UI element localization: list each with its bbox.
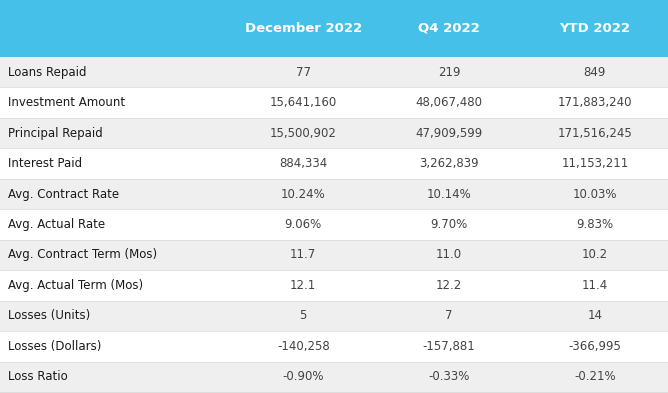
Bar [0,57,668,87]
Text: Losses (Units): Losses (Units) [8,309,90,322]
Text: 9.06%: 9.06% [285,218,322,231]
Text: Interest Paid: Interest Paid [8,157,82,170]
Text: 171,883,240: 171,883,240 [558,96,632,109]
Text: 12.2: 12.2 [436,279,462,292]
Bar [0,148,668,179]
Text: -140,258: -140,258 [277,340,329,353]
Bar [0,331,668,362]
Text: Avg. Actual Term (Mos): Avg. Actual Term (Mos) [8,279,143,292]
Text: 14: 14 [587,309,603,322]
Text: 9.83%: 9.83% [576,218,613,231]
Text: 11.7: 11.7 [290,248,317,261]
Text: 171,516,245: 171,516,245 [558,127,632,140]
Text: Investment Amount: Investment Amount [8,96,125,109]
Text: 11.4: 11.4 [582,279,608,292]
Bar [0,240,668,270]
Bar [0,179,668,209]
Text: 77: 77 [296,66,311,79]
Bar [0,0,668,57]
Text: -0.90%: -0.90% [283,370,324,383]
Text: December 2022: December 2022 [244,22,362,35]
Text: 48,067,480: 48,067,480 [415,96,482,109]
Text: 884,334: 884,334 [279,157,327,170]
Text: 12.1: 12.1 [290,279,317,292]
Text: 3,262,839: 3,262,839 [419,157,479,170]
Bar [0,209,668,240]
Text: 10.2: 10.2 [582,248,608,261]
Text: -0.33%: -0.33% [428,370,470,383]
Text: 11.0: 11.0 [436,248,462,261]
Bar [0,301,668,331]
Bar [0,88,668,118]
Text: -0.21%: -0.21% [574,370,616,383]
Text: 9.70%: 9.70% [430,218,468,231]
Text: 11,153,211: 11,153,211 [561,157,629,170]
Text: YTD 2022: YTD 2022 [559,22,631,35]
Bar [0,118,668,148]
Text: Principal Repaid: Principal Repaid [8,127,103,140]
Text: 15,641,160: 15,641,160 [270,96,337,109]
Text: 849: 849 [584,66,606,79]
Text: Avg. Contract Rate: Avg. Contract Rate [8,187,119,200]
Text: Losses (Dollars): Losses (Dollars) [8,340,102,353]
Bar [0,270,668,301]
Text: 10.14%: 10.14% [427,187,471,200]
Text: Q4 2022: Q4 2022 [418,22,480,35]
Text: Loans Repaid: Loans Repaid [8,66,87,79]
Text: 10.24%: 10.24% [281,187,325,200]
Text: -366,995: -366,995 [568,340,621,353]
Text: 10.03%: 10.03% [572,187,617,200]
Bar [0,362,668,392]
Text: 15,500,902: 15,500,902 [270,127,337,140]
Text: 5: 5 [299,309,307,322]
Text: Avg. Actual Rate: Avg. Actual Rate [8,218,105,231]
Text: Loss Ratio: Loss Ratio [8,370,67,383]
Text: -157,881: -157,881 [423,340,475,353]
Text: 7: 7 [445,309,453,322]
Text: Avg. Contract Term (Mos): Avg. Contract Term (Mos) [8,248,157,261]
Text: 47,909,599: 47,909,599 [415,127,482,140]
Text: 219: 219 [438,66,460,79]
